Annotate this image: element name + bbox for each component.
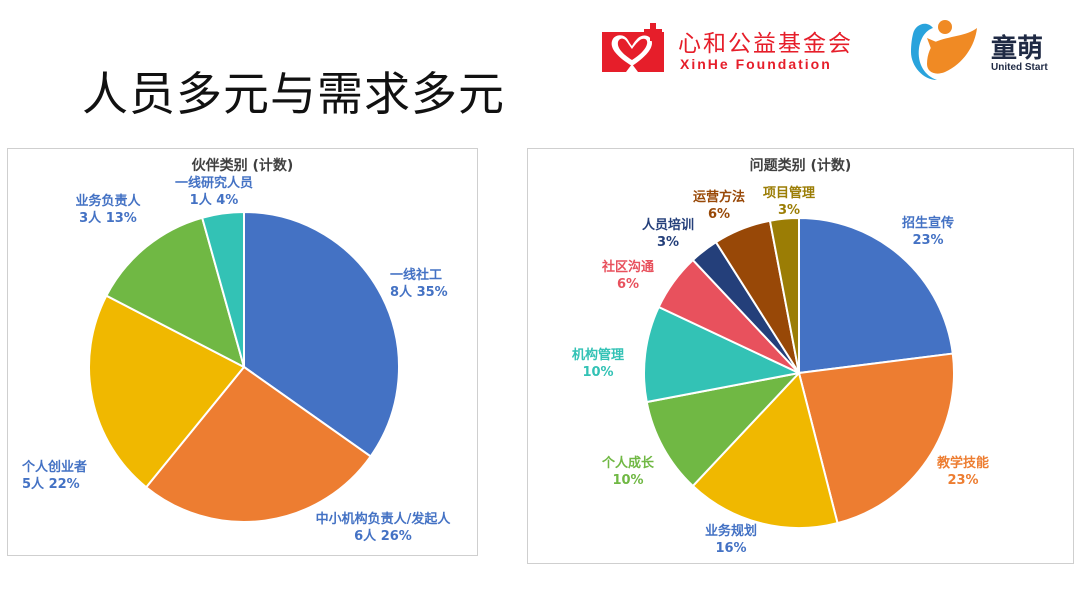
slice-percent: 23% xyxy=(912,233,944,248)
pie-slice-1 xyxy=(243,210,400,458)
slice-percent: 35% xyxy=(416,285,448,300)
pie-label: 招生宣传 23% xyxy=(883,215,973,249)
slice-percent: 23% xyxy=(947,473,979,488)
xinhe-sub: XinHe Foundation xyxy=(680,56,832,72)
tongmeng-mark-icon xyxy=(911,20,977,81)
slice-category: 招生宣传 xyxy=(901,216,954,231)
slice-category: 业务负责人 xyxy=(75,194,141,209)
pie-label: 运营方法 6% xyxy=(674,189,764,223)
slice-category: 运营方法 xyxy=(692,190,745,205)
slice-category: 业务规划 xyxy=(704,524,757,539)
slice-count: 8人 xyxy=(390,285,413,300)
pie-label: 机构管理 10% xyxy=(553,347,643,381)
chart-title: 伙伴类别 (计数) xyxy=(191,158,294,174)
tongmeng-logo: 童萌 United Start xyxy=(905,14,1075,84)
slice-count: 3人 xyxy=(79,211,102,226)
slide-title: 人员多元与需求多元 xyxy=(82,67,505,121)
slice-percent: 6% xyxy=(616,277,640,292)
slice-category: 社区沟通 xyxy=(601,260,654,275)
pie-label: 人员培训 3% xyxy=(623,217,713,251)
slice-count: 1人 xyxy=(189,193,212,208)
issue-category-chart: 问题类别 (计数) 招生宣传 23% 教学技能 23% 业务规划 16% 个人成… xyxy=(527,148,1074,564)
pie-label: 个人创业者 5人 22% xyxy=(22,459,87,493)
heart-cross-icon xyxy=(602,23,664,72)
pie-slice-3 xyxy=(88,294,246,489)
pie-label: 个人成长 10% xyxy=(583,455,673,489)
slice-category: 人员培训 xyxy=(641,218,694,233)
slice-percent: 4% xyxy=(216,193,239,208)
chart-title: 问题类别 (计数) xyxy=(749,158,852,174)
slice-percent: 10% xyxy=(582,365,614,380)
pie-label: 业务规划 16% xyxy=(686,523,776,557)
slice-percent: 13% xyxy=(105,211,137,226)
pie-slice-1 xyxy=(798,216,954,375)
pie-slice-5 xyxy=(643,305,803,404)
xinhe-name: 心和公益基金会 xyxy=(678,31,853,57)
slice-category: 项目管理 xyxy=(762,186,815,201)
slice-category: 教学技能 xyxy=(936,456,989,471)
partner-pie xyxy=(88,210,400,523)
issue-pie xyxy=(643,216,955,529)
pie-slice-2 xyxy=(144,365,373,523)
tongmeng-name: 童萌 xyxy=(991,34,1044,64)
partner-category-chart: 伙伴类别 (计数) 一线社工 8人 35% 中小机构负责人/发起人 6人 26%… xyxy=(7,148,478,556)
slice-percent: 10% xyxy=(612,473,644,488)
pie-label: 社区沟通 6% xyxy=(583,259,673,293)
pie-label: 业务负责人 3人 13% xyxy=(58,193,158,227)
pie-label: 项目管理 3% xyxy=(744,185,834,219)
tongmeng-sub: United Start xyxy=(991,62,1048,73)
pie-slice-5 xyxy=(200,210,245,368)
pie-label: 一线研究人员 1人 4% xyxy=(164,175,264,209)
pie-label: 中小机构负责人/发起人 6人 26% xyxy=(293,511,473,545)
slice-category: 机构管理 xyxy=(571,348,624,363)
slice-count: 5人 xyxy=(22,477,45,492)
slice-percent: 22% xyxy=(48,477,80,492)
slice-percent: 26% xyxy=(380,529,412,544)
xinhe-logo: 心和公益基金会 XinHe Foundation xyxy=(594,20,864,78)
slice-percent: 3% xyxy=(656,235,680,250)
pie-slice-4 xyxy=(645,371,802,488)
slice-category: 个人成长 xyxy=(601,456,654,471)
slice-category: 一线研究人员 xyxy=(174,176,253,191)
slice-category: 个人创业者 xyxy=(22,460,88,475)
slice-percent: 16% xyxy=(715,541,747,556)
pie-slice-9 xyxy=(768,216,800,374)
slice-category: 中小机构负责人/发起人 xyxy=(315,512,451,527)
slice-percent: 6% xyxy=(707,207,731,222)
slice-percent: 3% xyxy=(777,203,801,218)
pie-slice-3 xyxy=(691,370,839,529)
slice-count: 6人 xyxy=(354,529,377,544)
pie-label: 教学技能 23% xyxy=(918,455,1008,489)
pie-label: 一线社工 8人 35% xyxy=(390,267,448,301)
pie-slice-4 xyxy=(105,216,246,369)
pie-slice-2 xyxy=(797,352,955,525)
slice-category: 一线社工 xyxy=(390,268,443,283)
